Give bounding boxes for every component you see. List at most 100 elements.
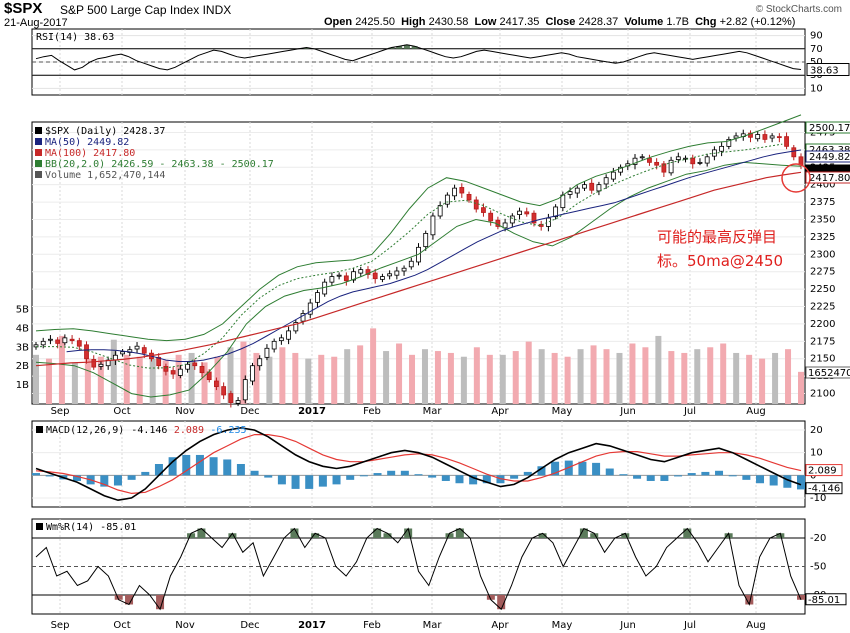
macd-histogram-bar [769, 475, 778, 486]
candle-body [647, 157, 652, 163]
volume-bar [616, 352, 623, 404]
candle-body [524, 211, 530, 215]
stockcharts-logo: © StockCharts.com [755, 4, 842, 15]
rsi-overbought-fill [411, 46, 418, 49]
williams-overbought-fill [455, 528, 464, 538]
candle-body [55, 339, 61, 344]
candle-body [315, 292, 320, 303]
volume-bar [266, 356, 273, 404]
macd-histogram-bar [305, 475, 314, 489]
candle-body [546, 217, 551, 227]
x-axis-label: Feb [363, 620, 381, 631]
volume-bar [551, 352, 558, 404]
rsi-legend: RSI(14) 38.63 [36, 32, 114, 43]
macd-histogram-bar [469, 475, 478, 485]
candle-body [762, 134, 768, 140]
williams-oversold-fill [797, 595, 805, 600]
volume-bar [162, 360, 169, 404]
candle-body [394, 270, 400, 276]
macd-histogram-bar [359, 475, 368, 477]
bollinger-lower-line [35, 161, 802, 398]
macd-y-tick: 10 [810, 448, 823, 459]
volume-y-tick: 3B [16, 342, 29, 353]
candle-body [639, 156, 645, 159]
annotation-line-2: 标。50ma@2450 [657, 252, 783, 270]
macd-histogram-bar [428, 475, 437, 478]
candle-body [185, 363, 190, 370]
x-axis-label: Oct [113, 620, 130, 631]
candle-body [228, 393, 234, 404]
x-axis-label: Mar [423, 620, 443, 631]
candle-body [748, 132, 753, 138]
volume-bar [733, 352, 740, 404]
volume-bar [279, 347, 286, 404]
close-label: Close [545, 16, 576, 28]
macd-tag-value: -4.146 [808, 484, 840, 495]
candle-body [48, 338, 53, 341]
x-axis-label: Jun [619, 620, 636, 631]
candle-body [488, 212, 494, 222]
price-legend-item: BB(20,2.0) 2426.59 - 2463.38 - 2500.17 [45, 159, 274, 170]
candle-body [278, 337, 284, 342]
williams-overbought-fill [383, 533, 392, 538]
williams-oversold-fill [497, 595, 506, 610]
x-axis-label: Dec [240, 406, 259, 417]
candle-body [40, 340, 46, 346]
candle-body [358, 269, 364, 274]
x-axis-label: Feb [363, 406, 381, 417]
volume-bar [292, 352, 299, 404]
volume-bar [447, 352, 454, 404]
williams-overbought-fill [290, 528, 299, 538]
price-legend-swatch [35, 138, 42, 145]
candle-body [380, 276, 385, 280]
macd-histogram-bar [291, 475, 300, 489]
x-axis-label: Jun [619, 406, 636, 417]
williams-overbought-fill [197, 528, 206, 538]
volume-bar [84, 358, 91, 404]
candle-body [329, 276, 335, 283]
candle-body [343, 275, 349, 282]
close-value: 2428.37 [578, 16, 619, 28]
volume-bar [421, 349, 428, 404]
rsi-line [35, 44, 802, 71]
williams-legend: Wm%R(14) -85.01 [46, 522, 136, 533]
x-axis-label: Apr [491, 406, 509, 417]
price-y-tick: 2250 [810, 284, 835, 295]
macd-histogram-bar [277, 475, 286, 485]
volume-bar [97, 356, 104, 404]
volume-bar [136, 356, 143, 404]
rsi-overbought-fill [396, 46, 403, 49]
low-value: 2417.35 [499, 16, 540, 28]
candle-body [62, 337, 68, 344]
volume-bar [45, 358, 52, 404]
macd-histogram-bar [223, 459, 232, 476]
candle-body [293, 322, 299, 332]
macd-histogram-bar [605, 468, 614, 476]
rsi-y-tick: 70 [810, 44, 823, 55]
rsi-overbought-fill [388, 47, 395, 49]
price-legend-item: MA(100) 2417.80 [45, 148, 135, 159]
williams-y-tick: -20 [810, 533, 826, 544]
macd-histogram-bar [400, 470, 409, 476]
price-legend-swatch [35, 160, 42, 167]
volume-bar [58, 335, 65, 404]
volume-bar [603, 349, 610, 404]
macd-histogram-bar [482, 475, 491, 484]
candle-body [668, 159, 674, 174]
macd-histogram-bar [510, 475, 519, 479]
candle-body [466, 194, 472, 201]
volume-bar [110, 339, 117, 404]
candle-body [697, 161, 703, 164]
candle-body [567, 191, 573, 195]
bollinger-upper-line [35, 114, 802, 342]
volume-bar [409, 354, 416, 404]
williams-overbought-fill [445, 533, 454, 538]
volume-bar [577, 349, 584, 404]
candle-body [242, 379, 248, 401]
candle-body [553, 206, 559, 218]
macd-histogram-bar [32, 473, 40, 476]
candle-body [307, 302, 313, 315]
macd-tag-box [805, 464, 843, 477]
candle-body [98, 363, 104, 367]
macd-histogram-bar [113, 475, 122, 486]
